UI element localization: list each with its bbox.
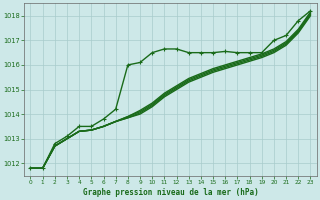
X-axis label: Graphe pression niveau de la mer (hPa): Graphe pression niveau de la mer (hPa) xyxy=(83,188,258,197)
